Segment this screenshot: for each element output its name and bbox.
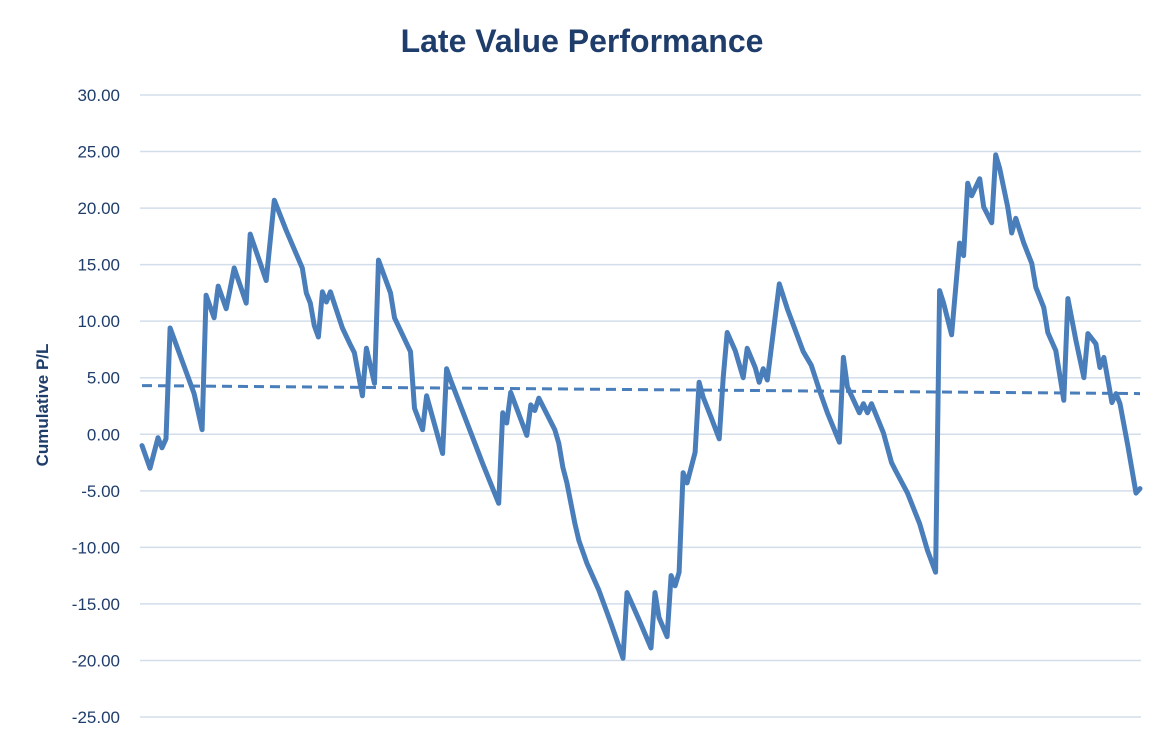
y-tick-label: -5.00 [81, 482, 120, 501]
y-tick-labels: 30.00 25.00 20.00 15.00 10.00 5.00 0.00 -5.00 -1… [72, 86, 120, 727]
gridlines [140, 94, 1141, 718]
y-tick-label: 25.00 [77, 143, 120, 162]
y-tick-label: 15.00 [77, 256, 120, 275]
y-tick-label: 0.00 [87, 425, 120, 444]
series-line [139, 152, 1143, 661]
y-tick-label: -15.00 [72, 595, 120, 614]
trendline [141, 384, 1141, 396]
y-tick-label: -10.00 [72, 538, 120, 557]
y-tick-label: 30.00 [77, 86, 120, 105]
y-axis-label: Cumulative P/L [33, 344, 52, 467]
y-tick-label: 5.00 [87, 369, 120, 388]
y-tick-label: 20.00 [77, 199, 120, 218]
y-tick-label: 10.00 [77, 312, 120, 331]
series-lines [139, 152, 1143, 661]
y-tick-label: -25.00 [72, 708, 120, 727]
y-tick-label: -20.00 [72, 651, 120, 670]
chart-title: Late Value Performance [401, 23, 764, 59]
